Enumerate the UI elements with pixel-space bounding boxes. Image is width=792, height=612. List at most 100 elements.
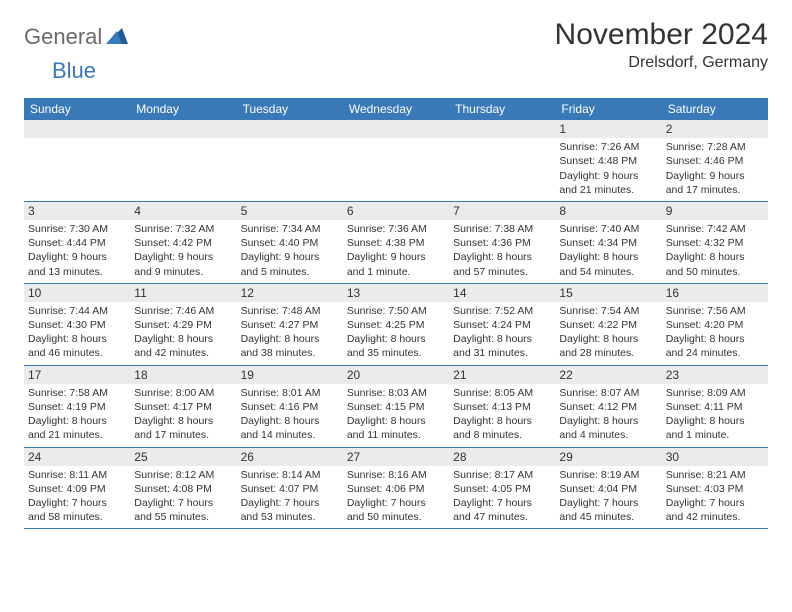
day1-line: Daylight: 8 hours [559, 250, 657, 264]
sunrise-line: Sunrise: 7:48 AM [241, 304, 339, 318]
day-body: Sunrise: 8:03 AMSunset: 4:15 PMDaylight:… [343, 384, 449, 447]
day-body: Sunrise: 7:36 AMSunset: 4:38 PMDaylight:… [343, 220, 449, 283]
day2-line: and 21 minutes. [28, 428, 126, 442]
day1-line: Daylight: 8 hours [559, 414, 657, 428]
day-body: Sunrise: 8:01 AMSunset: 4:16 PMDaylight:… [237, 384, 343, 447]
sunrise-line: Sunrise: 7:34 AM [241, 222, 339, 236]
day1-line: Daylight: 8 hours [666, 250, 764, 264]
logo-word-2: Blue [52, 58, 96, 84]
day-number: 21 [449, 366, 555, 384]
day-number: 7 [449, 202, 555, 220]
sunrise-line: Sunrise: 8:07 AM [559, 386, 657, 400]
sunset-line: Sunset: 4:30 PM [28, 318, 126, 332]
day-body: Sunrise: 7:56 AMSunset: 4:20 PMDaylight:… [662, 302, 768, 365]
day-cell: 9Sunrise: 7:42 AMSunset: 4:32 PMDaylight… [662, 202, 768, 283]
sunset-line: Sunset: 4:17 PM [134, 400, 232, 414]
day2-line: and 31 minutes. [453, 346, 551, 360]
day-number: 2 [662, 120, 768, 138]
day-number: 27 [343, 448, 449, 466]
day1-line: Daylight: 7 hours [666, 496, 764, 510]
sunrise-line: Sunrise: 8:21 AM [666, 468, 764, 482]
sunrise-line: Sunrise: 8:11 AM [28, 468, 126, 482]
day-number: 3 [24, 202, 130, 220]
day-number: 1 [555, 120, 661, 138]
day2-line: and 42 minutes. [666, 510, 764, 524]
day-number: 13 [343, 284, 449, 302]
day2-line: and 17 minutes. [134, 428, 232, 442]
empty-daynum [24, 120, 130, 138]
day-number: 11 [130, 284, 236, 302]
day-cell: 2Sunrise: 7:28 AMSunset: 4:46 PMDaylight… [662, 120, 768, 201]
sunset-line: Sunset: 4:46 PM [666, 154, 764, 168]
day-cell: 10Sunrise: 7:44 AMSunset: 4:30 PMDayligh… [24, 284, 130, 365]
logo: General [24, 24, 130, 50]
day-cell: 6Sunrise: 7:36 AMSunset: 4:38 PMDaylight… [343, 202, 449, 283]
day-body: Sunrise: 7:58 AMSunset: 4:19 PMDaylight:… [24, 384, 130, 447]
day-body: Sunrise: 7:28 AMSunset: 4:46 PMDaylight:… [662, 138, 768, 201]
day2-line: and 54 minutes. [559, 265, 657, 279]
day-number: 6 [343, 202, 449, 220]
day-body: Sunrise: 7:26 AMSunset: 4:48 PMDaylight:… [555, 138, 661, 201]
day2-line: and 17 minutes. [666, 183, 764, 197]
day-number: 14 [449, 284, 555, 302]
day-number: 30 [662, 448, 768, 466]
day2-line: and 53 minutes. [241, 510, 339, 524]
day-cell: 26Sunrise: 8:14 AMSunset: 4:07 PMDayligh… [237, 448, 343, 529]
day-cell: 4Sunrise: 7:32 AMSunset: 4:42 PMDaylight… [130, 202, 236, 283]
sunrise-line: Sunrise: 8:14 AM [241, 468, 339, 482]
sunset-line: Sunset: 4:32 PM [666, 236, 764, 250]
sunrise-line: Sunrise: 7:54 AM [559, 304, 657, 318]
day-cell: 11Sunrise: 7:46 AMSunset: 4:29 PMDayligh… [130, 284, 236, 365]
sunrise-line: Sunrise: 7:32 AM [134, 222, 232, 236]
day-body: Sunrise: 8:17 AMSunset: 4:05 PMDaylight:… [449, 466, 555, 529]
day2-line: and 14 minutes. [241, 428, 339, 442]
sunrise-line: Sunrise: 7:40 AM [559, 222, 657, 236]
day-body: Sunrise: 8:11 AMSunset: 4:09 PMDaylight:… [24, 466, 130, 529]
sunset-line: Sunset: 4:42 PM [134, 236, 232, 250]
empty-daynum [343, 120, 449, 138]
day-number: 9 [662, 202, 768, 220]
day-cell: 25Sunrise: 8:12 AMSunset: 4:08 PMDayligh… [130, 448, 236, 529]
empty-cell [237, 120, 343, 201]
day-number: 15 [555, 284, 661, 302]
sunset-line: Sunset: 4:13 PM [453, 400, 551, 414]
day1-line: Daylight: 8 hours [241, 414, 339, 428]
day-number: 19 [237, 366, 343, 384]
page-subtitle: Drelsdorf, Germany [555, 54, 768, 72]
sunset-line: Sunset: 4:09 PM [28, 482, 126, 496]
day2-line: and 58 minutes. [28, 510, 126, 524]
sunset-line: Sunset: 4:24 PM [453, 318, 551, 332]
day1-line: Daylight: 7 hours [134, 496, 232, 510]
sunset-line: Sunset: 4:22 PM [559, 318, 657, 332]
sunrise-line: Sunrise: 7:46 AM [134, 304, 232, 318]
empty-daynum [130, 120, 236, 138]
day1-line: Daylight: 8 hours [28, 332, 126, 346]
day-cell: 14Sunrise: 7:52 AMSunset: 4:24 PMDayligh… [449, 284, 555, 365]
day-cell: 1Sunrise: 7:26 AMSunset: 4:48 PMDaylight… [555, 120, 661, 201]
day1-line: Daylight: 7 hours [241, 496, 339, 510]
day2-line: and 47 minutes. [453, 510, 551, 524]
day-number: 4 [130, 202, 236, 220]
day-body: Sunrise: 8:07 AMSunset: 4:12 PMDaylight:… [555, 384, 661, 447]
day-number: 17 [24, 366, 130, 384]
day-cell: 23Sunrise: 8:09 AMSunset: 4:11 PMDayligh… [662, 366, 768, 447]
day-header: Wednesday [343, 98, 449, 120]
title-block: November 2024 Drelsdorf, Germany [555, 18, 768, 72]
empty-cell [449, 120, 555, 201]
day-cell: 15Sunrise: 7:54 AMSunset: 4:22 PMDayligh… [555, 284, 661, 365]
calendar: SundayMondayTuesdayWednesdayThursdayFrid… [24, 98, 768, 529]
sunrise-line: Sunrise: 8:09 AM [666, 386, 764, 400]
day-body: Sunrise: 7:46 AMSunset: 4:29 PMDaylight:… [130, 302, 236, 365]
day1-line: Daylight: 9 hours [666, 169, 764, 183]
day-body: Sunrise: 7:44 AMSunset: 4:30 PMDaylight:… [24, 302, 130, 365]
sunrise-line: Sunrise: 8:12 AM [134, 468, 232, 482]
sunset-line: Sunset: 4:12 PM [559, 400, 657, 414]
day-body: Sunrise: 7:32 AMSunset: 4:42 PMDaylight:… [130, 220, 236, 283]
day-cell: 5Sunrise: 7:34 AMSunset: 4:40 PMDaylight… [237, 202, 343, 283]
sunset-line: Sunset: 4:19 PM [28, 400, 126, 414]
day-header: Monday [130, 98, 236, 120]
day-body: Sunrise: 7:50 AMSunset: 4:25 PMDaylight:… [343, 302, 449, 365]
day-cell: 12Sunrise: 7:48 AMSunset: 4:27 PMDayligh… [237, 284, 343, 365]
day-body: Sunrise: 8:21 AMSunset: 4:03 PMDaylight:… [662, 466, 768, 529]
sunset-line: Sunset: 4:08 PM [134, 482, 232, 496]
